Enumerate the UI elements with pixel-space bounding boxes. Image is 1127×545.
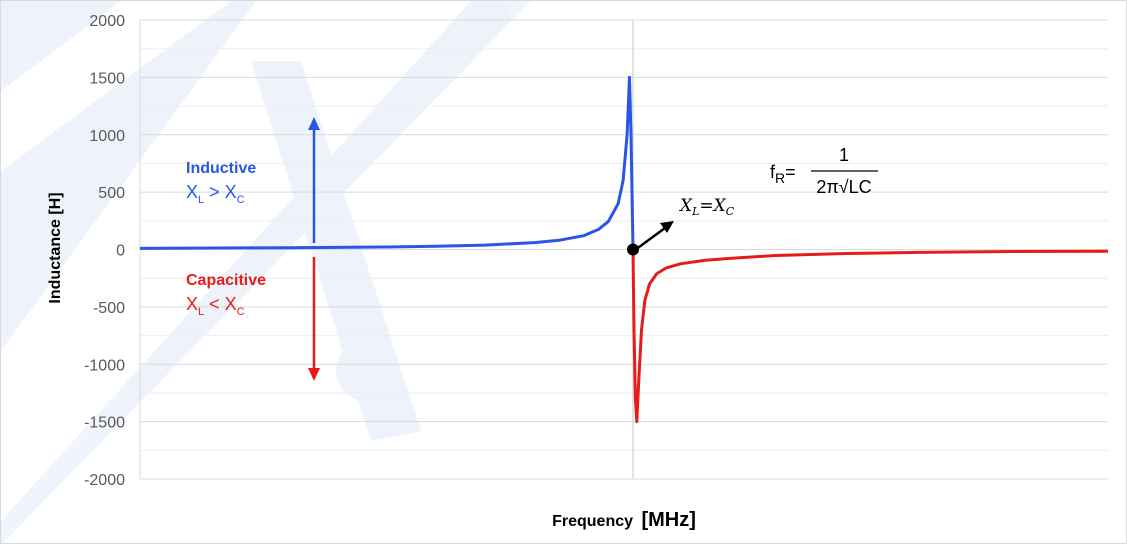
x-axis-unit: [MHz]	[641, 509, 695, 531]
inductive-xl: X	[186, 182, 198, 202]
inductive-xl-sub: L	[198, 194, 204, 206]
y-tick-label: -2000	[84, 472, 125, 489]
series-group	[139, 75, 1109, 424]
y-tick-label: -500	[93, 300, 125, 317]
y-tick-label: 500	[98, 185, 125, 202]
formula-eq: =	[785, 162, 796, 182]
capacitive-xl-sub: L	[198, 306, 204, 318]
inductive-op: >	[204, 182, 225, 202]
inductive-xc: X	[225, 182, 237, 202]
watermark	[1, 1, 531, 545]
svg-text:fR=: fR=	[770, 162, 796, 186]
y-tick-label: 0	[116, 243, 125, 260]
y-tick-label: 1000	[89, 128, 125, 145]
x-axis-title-text: Frequency	[552, 513, 633, 530]
capacitive-xl: X	[186, 294, 198, 314]
resonance-xl: X	[678, 196, 693, 216]
resonance-label: XL=XC	[678, 196, 735, 218]
formula-f: f	[770, 162, 776, 182]
inductive-arrow	[308, 117, 320, 243]
resonance-eq: =	[699, 196, 713, 216]
y-tick-label: 1500	[89, 70, 125, 87]
formula-numerator: 1	[839, 145, 849, 165]
capacitive-xc: X	[225, 294, 237, 314]
y-tick-label: 2000	[89, 13, 125, 30]
inductive-relation: XL > XC	[186, 182, 245, 206]
capacitive-relation: XL < XC	[186, 294, 245, 318]
y-tick-label: -1500	[84, 415, 125, 432]
resonance-xl-sub: L	[691, 205, 699, 218]
capacitive-xc-sub: C	[237, 306, 245, 318]
resonance-xc-sub: C	[726, 205, 735, 218]
formula-denominator: 2π√LC	[816, 177, 871, 197]
inductive-series-line	[139, 75, 635, 250]
capacitive-op: <	[204, 294, 225, 314]
inductive-xc-sub: C	[237, 194, 245, 206]
capacitive-series-line	[631, 249, 1109, 424]
resonance-point	[627, 243, 639, 256]
y-tick-label: -1000	[84, 357, 125, 374]
resonance-arrow	[634, 221, 674, 252]
resonance-xc: X	[712, 196, 727, 216]
capacitive-arrow	[308, 257, 320, 381]
resonance-formula: fR= 1 2π√LC	[770, 145, 878, 197]
y-tick-labels: 2000 1500 1000 500 0 -500 -1000 -1500 -2000	[84, 13, 125, 489]
inductive-label: Inductive	[186, 160, 256, 177]
capacitive-label: Capacitive	[186, 272, 266, 289]
formula-f-sub: R	[775, 170, 785, 186]
x-axis-title: Frequency [MHz]	[552, 509, 696, 531]
y-axis-title: Inductance [H]	[47, 192, 64, 303]
